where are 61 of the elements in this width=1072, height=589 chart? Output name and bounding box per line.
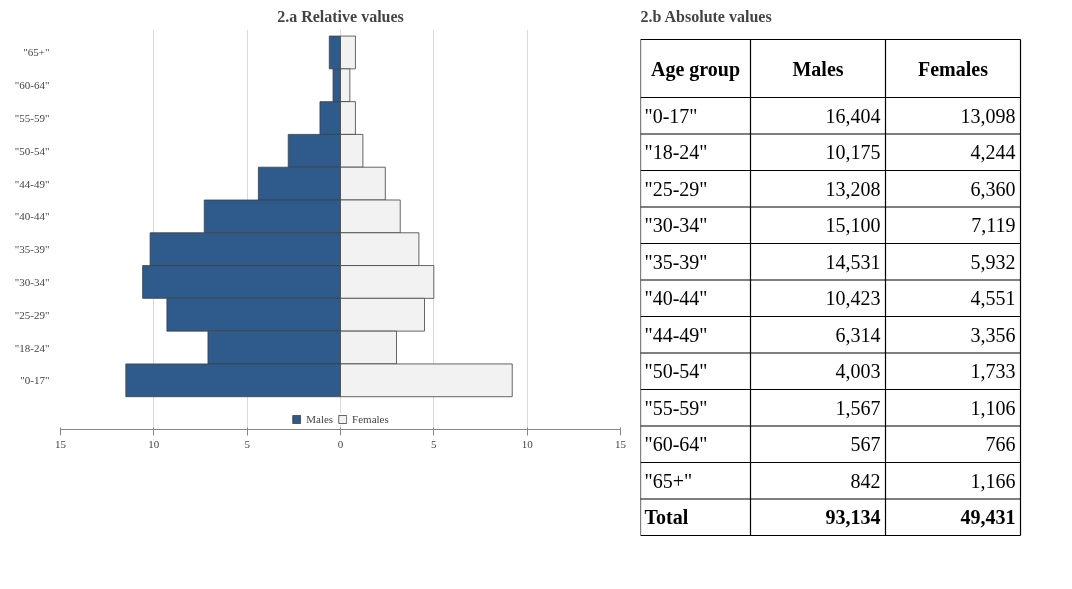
data-label: 15,100 [825, 214, 881, 237]
y-tick-label: "0-17" [20, 374, 50, 387]
chart-title: 2.a Relative values [277, 7, 404, 25]
x-tick-label: 15 [55, 437, 67, 450]
data-label: 1,733 [970, 360, 1016, 383]
text: Females [918, 57, 989, 80]
data-label: 567 [850, 433, 881, 456]
category-label: "35-39" [644, 250, 708, 273]
x-tick-label: 0 [337, 437, 344, 450]
category-label: "55-59" [644, 396, 708, 419]
text: Age group [650, 57, 741, 81]
data-label: 3,356 [970, 323, 1016, 346]
x-tick-label: 10 [148, 437, 160, 450]
data-label: 5,932 [970, 250, 1016, 273]
y-tick-label: "50-54" [14, 144, 50, 157]
data-label: 16,404 [825, 104, 881, 127]
data-label: 766 [985, 433, 1016, 456]
category-label: "60-64" [644, 433, 708, 456]
data-label: 842 [850, 469, 881, 492]
legend-label: Males [306, 413, 334, 425]
y-tick-label: "40-44" [14, 210, 50, 223]
y-tick-label: "18-24" [14, 341, 50, 354]
category-label: "50-54" [644, 360, 708, 383]
category-label: "30-34" [644, 214, 708, 237]
y-tick-label: "55-59" [14, 112, 50, 125]
text: 93,134 [825, 506, 881, 529]
category-label: "25-29" [644, 177, 708, 200]
text: 2.b Absolute values [640, 7, 772, 25]
data-label: 1,567 [835, 396, 881, 419]
x-tick-label: 10 [521, 437, 534, 450]
data-label: 4,003 [835, 360, 881, 383]
data-label: 6,314 [835, 323, 881, 346]
data-label: 14,531 [825, 250, 881, 273]
category-label: "0-17" [644, 104, 698, 127]
x-tick-label: 5 [244, 437, 251, 450]
y-tick-label: "65+" [23, 46, 50, 59]
y-tick-label: "30-34" [14, 275, 50, 288]
category-label: "65+" [644, 469, 693, 492]
y-tick-label: "60-64" [14, 79, 50, 92]
text: Males [792, 57, 844, 80]
category-label: "44-49" [644, 323, 708, 346]
data-label: 13,098 [960, 104, 1016, 127]
text: 49,431 [960, 506, 1016, 529]
data-label: 4,551 [970, 287, 1016, 310]
text: Total [644, 506, 689, 529]
y-tick-label: "35-39" [14, 243, 50, 256]
data-label: 4,244 [970, 141, 1016, 164]
x-tick-label: 5 [431, 437, 438, 450]
data-label: 13,208 [825, 177, 881, 200]
category-label: "40-44" [644, 287, 708, 310]
data-label: 7,119 [971, 214, 1016, 237]
y-tick-label: "25-29" [14, 308, 50, 321]
data-label: 10,423 [825, 287, 881, 310]
data-label: 1,106 [970, 396, 1016, 419]
x-tick-label: 15 [615, 437, 627, 450]
data-label: 6,360 [970, 177, 1016, 200]
data-label: 1,166 [970, 469, 1016, 492]
y-tick-label: "44-49" [14, 177, 50, 190]
category-label: "18-24" [644, 141, 708, 164]
legend-label: Females [352, 413, 389, 425]
data-label: 10,175 [825, 141, 881, 164]
